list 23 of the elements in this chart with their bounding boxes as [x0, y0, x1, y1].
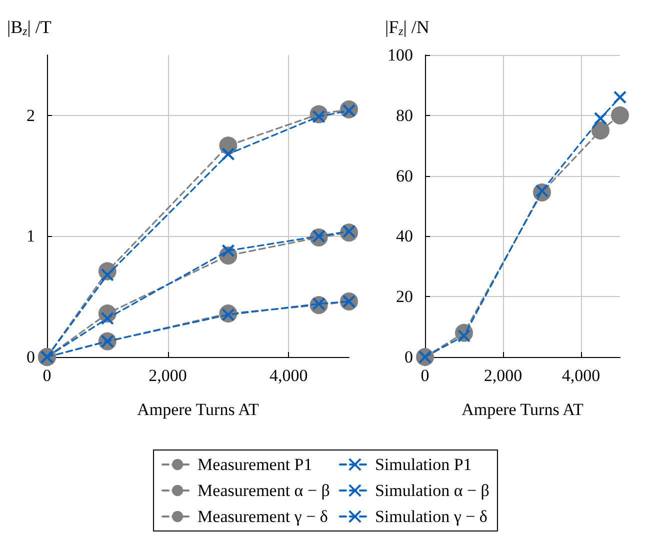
- y-tick-label: 1: [26, 226, 35, 246]
- x-axis-title: Ampere Turns AT: [137, 400, 260, 419]
- y-tick-label: 100: [388, 46, 413, 64]
- y-tick-label: 0: [404, 348, 413, 366]
- legend-label: Measurement P1: [198, 455, 312, 474]
- y-tick-label: 0: [26, 348, 35, 366]
- x-axis-title: Ampere Turns AT: [462, 400, 584, 419]
- x-tick-label: 2,000: [484, 366, 522, 385]
- x-tick-label: 4,000: [562, 366, 600, 385]
- x-tick-label: 4,000: [269, 366, 308, 385]
- legend-label: Simulation γ − δ: [374, 507, 488, 526]
- x-tick-label: 0: [420, 366, 430, 385]
- y-tick-label: 80: [396, 106, 413, 125]
- legend-label: Measurement α − β: [198, 481, 330, 500]
- y-tick-label: 60: [396, 166, 413, 186]
- legend-label: Simulation α − β: [374, 481, 490, 500]
- x-tick-label: 2,000: [148, 366, 187, 385]
- legend-label: Simulation P1: [374, 455, 472, 474]
- y-tick-label: 40: [396, 226, 413, 246]
- y-tick-label: 20: [396, 287, 413, 306]
- legend-label: Measurement γ − δ: [198, 507, 328, 526]
- y-tick-label: 2: [26, 106, 35, 125]
- x-tick-label: 0: [42, 366, 52, 385]
